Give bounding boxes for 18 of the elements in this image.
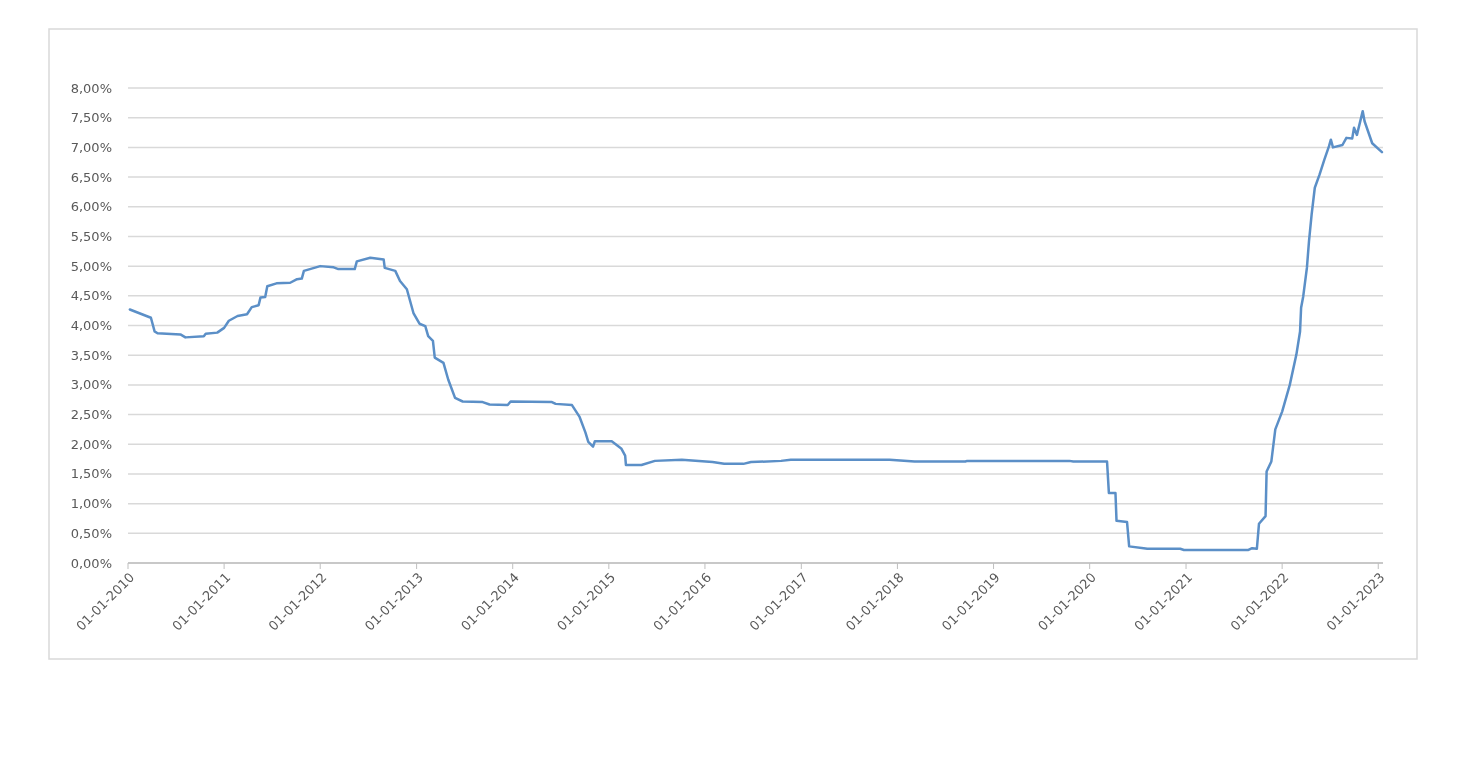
y-tick-label: 3,50% <box>70 347 112 363</box>
y-tick-label: 5,00% <box>70 258 112 274</box>
y-tick-label: 4,50% <box>70 288 112 304</box>
y-tick-label: 1,50% <box>70 466 112 482</box>
y-tick-label: 2,00% <box>70 436 112 452</box>
y-tick-label: 0,50% <box>70 525 112 541</box>
y-tick-label: 7,50% <box>70 110 112 126</box>
y-tick-label: 2,50% <box>70 407 112 423</box>
y-tick-label: 3,00% <box>70 377 112 393</box>
y-tick-label: 5,50% <box>70 228 112 244</box>
y-tick-label: 4,00% <box>70 318 112 333</box>
y-tick-label: 6,50% <box>70 169 112 185</box>
y-tick-label: 1,00% <box>70 496 112 512</box>
line-series <box>128 109 1384 552</box>
y-tick-label: 6,00% <box>70 199 112 215</box>
y-tick-label: 0,00% <box>70 555 112 571</box>
y-tick-label: 7,00% <box>70 139 112 155</box>
y-tick-label: 8,00% <box>70 80 112 96</box>
